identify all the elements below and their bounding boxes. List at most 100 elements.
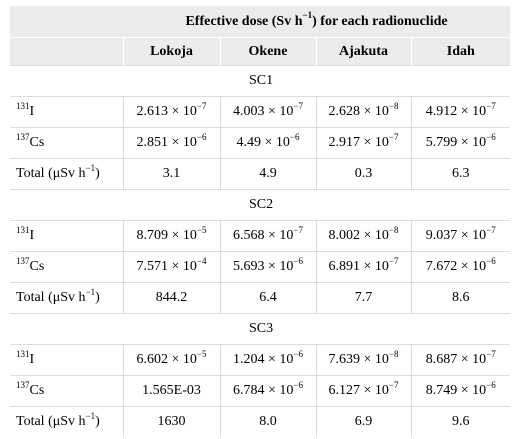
value-cell: 6.3: [410, 158, 511, 190]
value-exponent: −5: [196, 348, 207, 359]
value-cell: 8.749 × 10−6: [410, 375, 511, 407]
section-row-sc2: SC2: [10, 189, 511, 221]
value-exponent: −6: [486, 379, 496, 390]
value-cell: 6.891 × 10−7: [315, 251, 411, 283]
header-title-tail: ) for each radionuclide: [312, 13, 448, 29]
value-mantissa: 1630: [157, 414, 186, 429]
value-mantissa: 8.002 × 10: [328, 228, 389, 243]
value-cell: 9.037 × 10−7: [410, 220, 511, 252]
row-label: 137Cs: [10, 251, 123, 283]
mass-number: 137: [16, 255, 30, 266]
row-label: 131I: [10, 220, 123, 252]
value-mantissa: 6.3: [452, 166, 470, 181]
value-mantissa: 8.687 × 10: [425, 352, 487, 367]
row-label-text: Total (μSv h: [16, 290, 86, 305]
value-mantissa: 6.784 × 10: [233, 383, 294, 398]
value-cell: 8.709 × 10−5: [122, 220, 220, 252]
column-header-idah: Idah: [410, 37, 511, 66]
table-row: 137Cs 7.571 × 10−4 5.693 × 10−6 6.891 × 10−…: [10, 251, 511, 283]
value-cell: 6.9: [315, 406, 411, 437]
column-header-okene: Okene: [219, 37, 316, 66]
mass-number: 137: [16, 131, 30, 142]
value-exponent: −8: [388, 348, 399, 359]
value-cell: 8.687 × 10−7: [410, 344, 511, 376]
value-mantissa: 8.6: [452, 290, 470, 305]
value-exponent: −7: [486, 224, 496, 235]
section-row-sc3: SC3: [10, 313, 511, 345]
value-mantissa: 6.127 × 10: [328, 383, 389, 398]
row-label-text: I: [29, 104, 35, 119]
value-mantissa: 2.851 × 10: [136, 135, 197, 150]
value-mantissa: 6.891 × 10: [328, 259, 389, 274]
value-exponent: −6: [486, 255, 496, 266]
row-label-text: I: [29, 352, 35, 367]
mass-number: 137: [16, 379, 30, 390]
unit-exponent: −1: [85, 410, 96, 421]
value-mantissa: 5.799 × 10: [425, 135, 487, 150]
column-header-ajakuta: Ajakuta: [315, 37, 411, 66]
table-row: 131I 6.602 × 10−5 1.204 × 10−6 7.639 × 10−8…: [10, 344, 511, 376]
header-row-title: Effective dose (Sv h−1) for each radionu…: [10, 6, 511, 38]
row-label-text: I: [29, 228, 35, 243]
value-cell: 2.917 × 10−7: [315, 127, 411, 159]
table-row: 131I 2.613 × 10−7 4.003 × 10−7 2.628 × 10−8…: [10, 96, 511, 128]
value-cell: 6.127 × 10−7: [315, 375, 411, 407]
value-mantissa: 7.672 × 10: [425, 259, 487, 274]
value-mantissa: 8.709 × 10: [136, 228, 197, 243]
header-corner-cell: [10, 6, 123, 38]
value-exponent: −8: [388, 100, 399, 111]
row-label-text: Cs: [29, 259, 45, 274]
value-mantissa: 7.7: [354, 290, 373, 305]
row-label: 137Cs: [10, 375, 123, 407]
value-exponent: −7: [388, 379, 399, 390]
value-mantissa: 7.571 × 10: [136, 259, 197, 274]
value-mantissa: 2.628 × 10: [328, 104, 389, 119]
value-cell: 1630: [122, 406, 220, 437]
row-label: Total (μSv h−1): [10, 158, 123, 190]
row-label: 131I: [10, 96, 123, 128]
mass-number: 131: [16, 348, 30, 359]
value-cell: 8.002 × 10−8: [315, 220, 411, 252]
table-row: Total (μSv h−1) 3.1 4.9 0.3 6.3: [10, 158, 511, 190]
value-cell: 1.565E-03: [122, 375, 220, 407]
value-mantissa: 8.749 × 10: [425, 383, 487, 398]
table-body: SC1 131I 2.613 × 10−7 4.003 × 10−7 2.628 × 1…: [10, 65, 511, 437]
value-mantissa: 6.568 × 10: [233, 228, 294, 243]
value-exponent: −7: [293, 224, 303, 235]
table-row: Total (μSv h−1) 1630 8.0 6.9 9.6: [10, 406, 511, 437]
value-cell: 0.3: [315, 158, 411, 190]
header-corner-cell-2: [10, 37, 123, 66]
value-cell: 1.204 × 10−6: [219, 344, 316, 376]
header-row-columns: Lokoja Okene Ajakuta Idah: [10, 37, 511, 66]
section-row-sc1: SC1: [10, 65, 511, 97]
row-label: Total (μSv h−1): [10, 406, 123, 437]
value-exponent: −5: [196, 224, 207, 235]
value-exponent: −6: [293, 255, 303, 266]
mass-number: 131: [16, 224, 30, 235]
value-mantissa: 8.0: [259, 414, 277, 429]
table-row: 131I 8.709 × 10−5 6.568 × 10−7 8.002 × 10−8…: [10, 220, 511, 252]
row-label-text: Total (μSv h: [16, 166, 86, 181]
value-exponent: −7: [486, 348, 496, 359]
value-cell: 9.6: [410, 406, 511, 437]
effective-dose-table: Effective dose (Sv h −1 ) for each radionu…: [10, 6, 511, 437]
value-cell: 8.0: [219, 406, 316, 437]
section-label: SC2: [10, 189, 511, 221]
header-title-text: Effective dose (Sv h: [185, 13, 303, 29]
value-mantissa: 9.6: [452, 414, 470, 429]
value-cell: 4.49 × 10−6: [219, 127, 316, 159]
value-mantissa: 2.613 × 10: [136, 104, 197, 119]
value-cell: 7.571 × 10−4: [122, 251, 220, 283]
table-row: Total (μSv h−1) 844.2 6.4 7.7 8.6: [10, 282, 511, 314]
unit-exponent: −1: [85, 286, 96, 297]
row-label: 137Cs: [10, 127, 123, 159]
value-exponent: −6: [293, 348, 303, 359]
value-mantissa: 4.9: [259, 166, 277, 181]
value-exponent: −6: [289, 131, 300, 142]
section-label: SC1: [10, 65, 511, 97]
value-cell: 6.4: [219, 282, 316, 314]
row-label: 131I: [10, 344, 123, 376]
value-exponent: −7: [388, 131, 399, 142]
mass-number: 131: [16, 100, 30, 111]
